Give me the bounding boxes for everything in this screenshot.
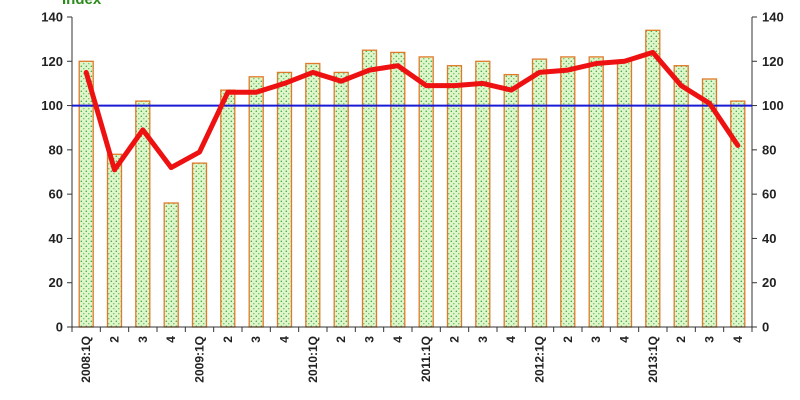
left-tick-label: 80 [49, 142, 63, 157]
x-tick-label: 3 [703, 336, 717, 343]
bar [78, 60, 94, 328]
left-tick-label: 60 [49, 187, 63, 202]
x-tick-label: 3 [136, 336, 150, 343]
x-tick-label: 4 [618, 336, 632, 343]
right-tick-label: 120 [762, 54, 784, 69]
right-tick-label: 80 [762, 142, 776, 157]
bar [503, 73, 519, 328]
x-tick-label: 2013:1Q [646, 336, 660, 383]
x-tick-labels: 2008:1Q 2 3 4 2009:1Q 2 3 4 2010:1Q 2 3 4 2011:1Q 2 3 4… [79, 336, 745, 383]
right-tick-label: 40 [762, 231, 776, 246]
x-tick-label: 2008:1Q [79, 336, 93, 383]
x-tick-label: 2 [561, 336, 575, 343]
x-tick-label: 2 [334, 336, 348, 343]
bar [588, 56, 604, 328]
x-tick-label: 2009:1Q [193, 336, 207, 383]
x-tick-label: 3 [476, 336, 490, 343]
y-axis-title: Index [62, 0, 102, 8]
bar [248, 76, 264, 328]
bar [191, 162, 208, 328]
axes: 0 0 20 20 40 40 60 60 80 80 100 100 120 120 140 140 [41, 10, 783, 335]
bar [106, 153, 123, 328]
left-tick-label: 120 [41, 54, 63, 69]
x-tick-label: 4 [731, 336, 745, 343]
left-tick-label: 140 [41, 10, 63, 25]
bar [418, 56, 434, 328]
left-tick-label: 40 [49, 231, 63, 246]
bar [163, 202, 179, 328]
bar [276, 71, 293, 328]
bar [390, 51, 406, 328]
bar [560, 56, 576, 328]
bar [701, 78, 718, 328]
left-tick-label: 20 [49, 275, 63, 290]
bar [531, 58, 548, 328]
x-tick-label: 3 [249, 336, 263, 343]
line-path [83, 49, 741, 173]
right-tick-label: 0 [762, 320, 769, 335]
x-tick-label: 4 [504, 336, 518, 343]
left-tick-label: 100 [41, 98, 63, 113]
right-tick-label: 100 [762, 98, 784, 113]
bar [616, 60, 633, 328]
x-tick-label: 4 [278, 336, 292, 343]
bar [220, 89, 236, 328]
x-tick-label: 2 [674, 336, 688, 343]
left-tick-label: 0 [56, 320, 63, 335]
line-series [83, 49, 741, 173]
x-tick-label: 2011:1Q [419, 336, 433, 382]
x-tick-label: 3 [589, 336, 603, 343]
bar [305, 62, 321, 328]
right-tick-label: 20 [762, 275, 776, 290]
x-tick-label: 2 [108, 336, 122, 343]
x-tick-label: 2 [221, 336, 235, 343]
x-tick-label: 2012:1Q [533, 336, 547, 383]
x-tick-label: 2010:1Q [306, 336, 320, 383]
right-tick-label: 140 [762, 10, 784, 25]
bar [361, 49, 378, 328]
bar [333, 71, 349, 328]
bars [78, 29, 746, 328]
x-tick-label: 3 [363, 336, 377, 343]
bar [645, 29, 661, 328]
right-tick-label: 60 [762, 187, 776, 202]
x-tick-label: 4 [164, 336, 178, 343]
x-tick-label: 4 [391, 336, 405, 343]
bar [475, 60, 491, 328]
x-tick-label: 2 [448, 336, 462, 343]
